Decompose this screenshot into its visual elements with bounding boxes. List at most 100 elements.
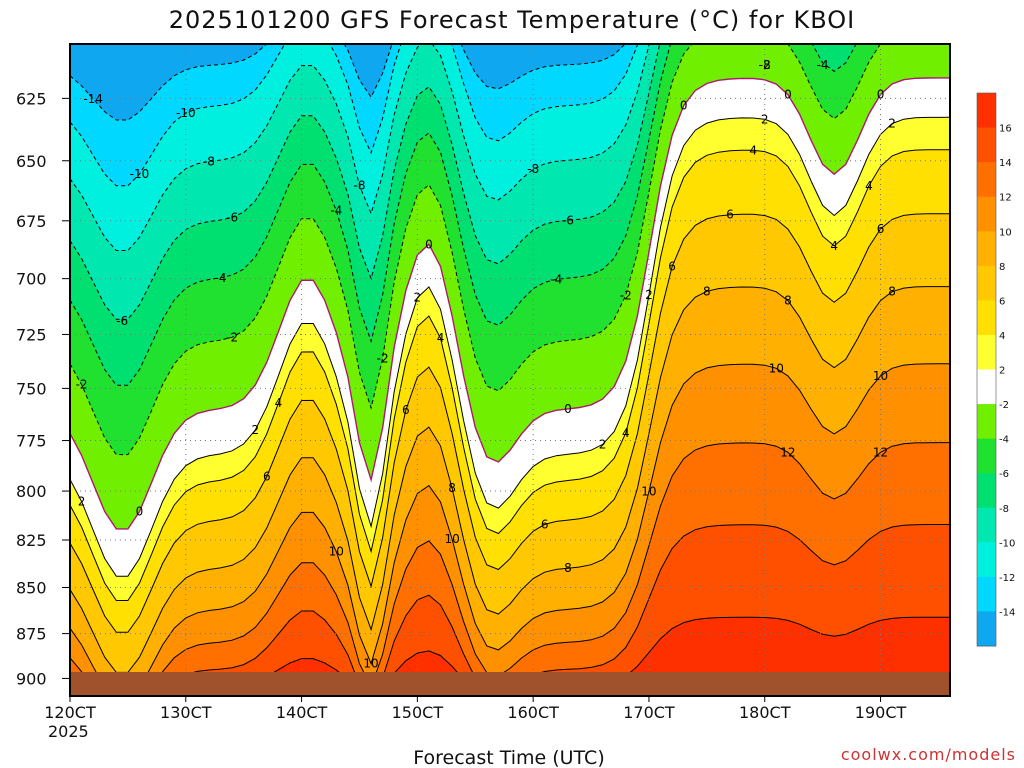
x-axis-label: Forecast Time (UTC) [413,747,604,768]
colorbar-swatch [977,93,996,129]
colorbar-swatch [977,369,996,405]
x-tick-label: 190CT [855,703,907,722]
isotherm-label: 0 [877,88,885,102]
y-tick-label: 775 [16,432,47,451]
isotherm-label: 2 [599,437,607,451]
isotherm-label: 0 [425,237,433,251]
isotherm-label: 8 [448,481,456,495]
y-tick-label: 875 [16,625,47,644]
colorbar: -14 -12 -10 -8 -6 -4 -2 2 4 6 8 10 12 14 16 [976,92,1015,647]
x-tick-label: 150CT [392,703,444,722]
isotherm-label: 2 [251,423,259,437]
isotherm-line [70,44,639,187]
isotherm-label: 8 [888,285,896,299]
y-tick-label: 725 [16,325,47,344]
colorbar-label: -14 [999,607,1015,618]
colorbar-label: 8 [999,262,1005,273]
isotherm-line [70,44,882,456]
isotherm-label: -2 [620,288,632,302]
colorbar-label: 4 [999,331,1005,342]
isotherm-label: 0 [784,88,792,102]
colorbar-swatch [977,576,996,612]
isotherm-label: 4 [865,179,873,193]
isotherm-label: 4 [749,143,757,157]
isotherm-label: 10 [329,545,344,559]
isotherm-label: -2 [759,58,771,72]
grid-lines [70,44,950,696]
y-tick-label: 900 [16,669,47,688]
isotherm-line [70,286,950,673]
y-tick-label: 675 [16,212,47,231]
isotherm-label: 2 [78,495,86,509]
colorbar-swatch [977,507,996,543]
isotherm-label: 4 [622,426,630,440]
colorbar-swatch [977,334,996,370]
isotherm-label: -6 [562,213,574,227]
colorbar-swatch [977,162,996,198]
isotherm-label: 2 [888,117,896,131]
colorbar-label: -12 [999,573,1015,584]
isotherm-label: 10 [641,485,656,499]
isotherm-label: -10 [130,167,150,181]
isotherm-label: 4 [437,331,445,345]
isotherm-label: -8 [353,179,365,193]
isotherm-lines [70,44,950,696]
x-tick-label: 160CT [507,703,559,722]
temperature-fill-bands [70,44,950,696]
chart-title: 2025101200 GFS Forecast Temperature (°C)… [169,6,856,34]
isotherm-label: 6 [726,208,734,222]
isotherm-label: 2 [414,291,422,305]
isotherm-line [70,149,950,601]
plot-frame [69,43,951,697]
y-tick-label: 700 [16,270,47,289]
isotherm-label: 6 [668,260,676,274]
isotherm-label: 10 [873,369,888,383]
isotherm-label: 12 [780,445,795,459]
terrain-ground [70,672,950,696]
isotherm-label: -2 [377,352,389,366]
isotherm-label: 0 [136,505,144,519]
colorbar-swatch [977,542,996,578]
isotherm-label: 2 [645,288,653,302]
x-tick-label: 140CT [276,703,328,722]
colorbar-label: 16 [999,124,1012,135]
y-tick-label: 850 [16,578,47,597]
colorbar-label: 14 [999,158,1012,169]
isotherm-label: 10 [769,361,784,375]
colorbar-swatch [977,473,996,509]
isotherm-labels: -14 -10 -10 -8 -8 -8 -8 -6 -6 -6 -4 -4 -4 -4 -2 -2 -2 -2 -… [76,58,896,671]
colorbar-swatch [977,196,996,232]
x-tick-label: 180CT [739,703,791,722]
x-axis: 120CT 130CT 140CT 150CT 160CT 170CT 180CT 190CT… [44,696,906,741]
isotherm-label: -2 [226,330,238,344]
colorbar-label: 12 [999,193,1012,204]
isotherm-label: -6 [116,314,128,328]
isotherm-line [70,116,950,577]
isotherm-label: 6 [402,403,410,417]
colorbar-swatch [977,438,996,474]
y-tick-label: 750 [16,379,47,398]
isotherm-label: 0 [680,99,688,113]
isotherm-label: 4 [830,239,838,253]
colorbar-label: 6 [999,296,1005,307]
x-tick-label: 120CT [44,703,96,722]
isotherm-label: 12 [873,445,888,459]
isotherm-line [70,44,626,121]
isotherm-line [70,213,950,633]
isotherm-label: -2 [76,378,88,392]
isotherm-label: -8 [203,154,215,168]
isotherm-label: -8 [527,162,539,176]
x-tick-label: 130CT [160,703,212,722]
colorbar-swatch [977,127,996,163]
isotherm-line [70,363,950,696]
isotherm-label: -14 [83,92,103,106]
isotherm-label: 0 [564,402,572,416]
colorbar-label: -10 [999,538,1015,549]
isotherm-label: 6 [263,470,271,484]
isotherm-label: -4 [330,204,342,218]
isotherm-line [70,44,650,251]
credit-text: coolwx.com/models [841,745,1016,764]
isotherm-label: -8 [759,58,771,72]
colorbar-label: 2 [999,366,1005,377]
